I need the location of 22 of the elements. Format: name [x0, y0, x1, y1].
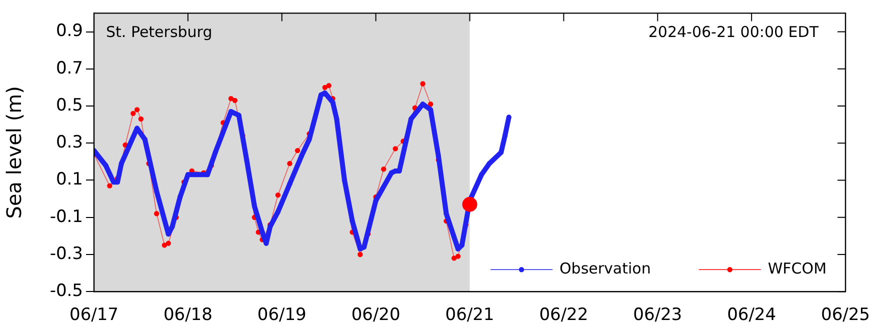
legend-label: Observation — [560, 259, 651, 278]
y-tick-label: 0.5 — [56, 95, 83, 116]
x-tick-label: 06/23 — [633, 305, 682, 326]
x-tick-label: 06/25 — [821, 305, 870, 326]
y-tick-label: -0.1 — [50, 206, 83, 227]
x-tick-label: 06/21 — [445, 305, 494, 326]
x-tick-label: 06/17 — [70, 305, 118, 326]
y-tick-label: -0.3 — [50, 244, 83, 264]
annotation: 2024-06-21 00:00 EDT — [648, 23, 820, 42]
x-tick-label: 06/22 — [539, 305, 588, 326]
y-axis-title: Sea level (m) — [2, 86, 26, 219]
x-tick-label: 06/19 — [257, 305, 306, 326]
y-tick-label: -0.5 — [50, 281, 83, 302]
y-tick-label: 0.7 — [56, 58, 83, 78]
annotation: St. Petersburg — [106, 23, 212, 42]
x-tick-label: 06/18 — [163, 305, 212, 326]
legend-label: WFCOM — [768, 259, 827, 278]
y-tick-label: 0.1 — [56, 170, 83, 190]
y-tick-label: 0.9 — [56, 21, 83, 42]
x-tick-label: 06/20 — [351, 305, 400, 326]
y-tick-label: 0.3 — [56, 132, 83, 153]
x-tick-label: 06/24 — [727, 305, 776, 326]
